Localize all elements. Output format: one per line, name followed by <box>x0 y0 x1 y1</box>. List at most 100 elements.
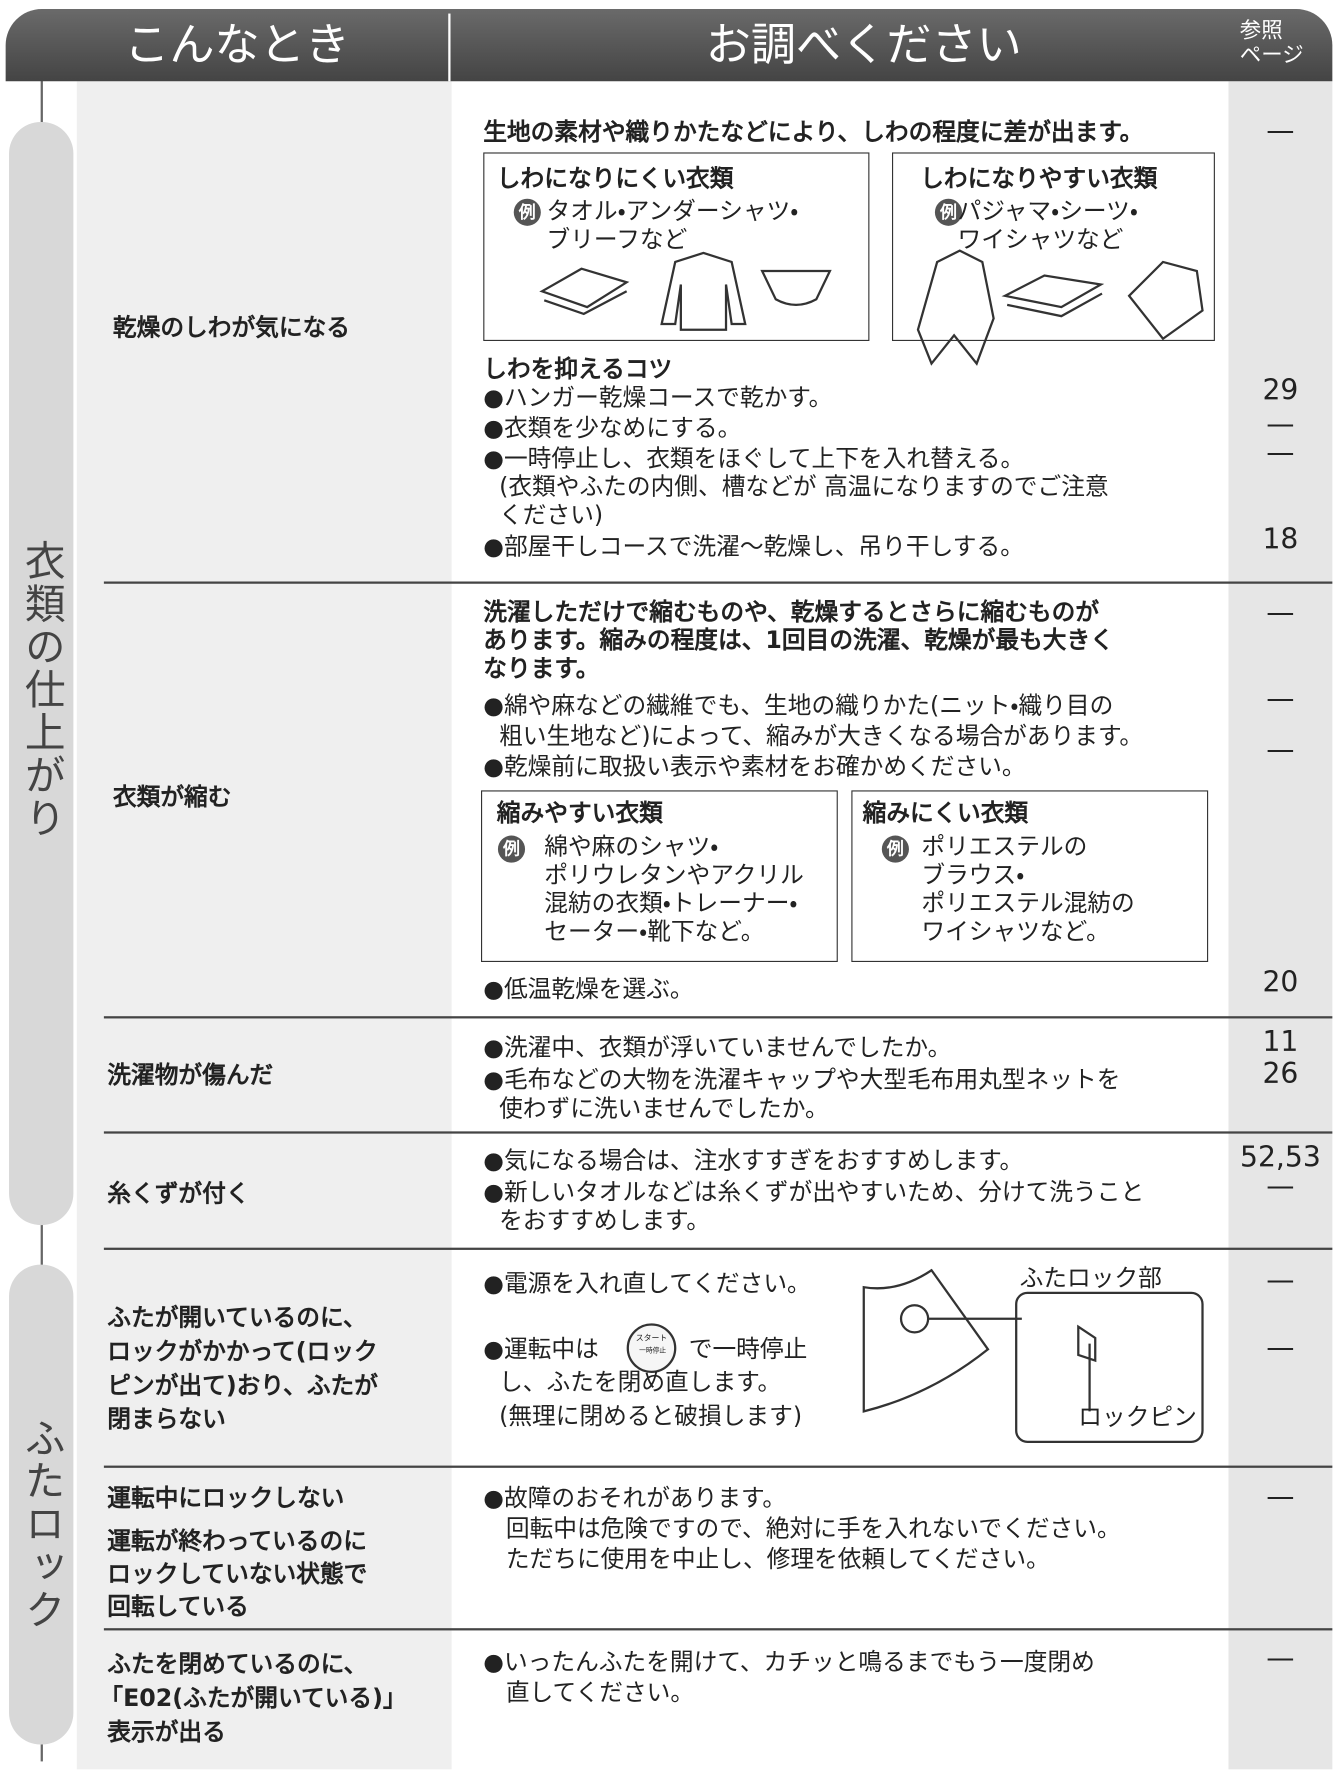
box <box>483 152 870 341</box>
bullet: で一時停止 <box>688 1335 808 1363</box>
bullet: ●部屋干しコースで洗濯～乾燥し、吊り干しする。 <box>483 532 1024 561</box>
tab <box>9 121 74 1226</box>
ref-page: — <box>1266 1480 1295 1514</box>
pajama-icon <box>916 249 995 366</box>
ref-page: 29 <box>1262 373 1299 407</box>
header-ref: 参照 <box>1239 18 1283 43</box>
button-label: 一時停止 <box>639 1347 667 1355</box>
box-line: タオル・アンダーシャツ・ <box>546 197 799 225</box>
example-icon: 例 <box>497 835 526 863</box>
bullet: ●運転中は <box>483 1335 599 1363</box>
bullet: ●ハンガー乾燥コースで乾かす。 <box>483 383 833 411</box>
header-ref: ページ <box>1239 42 1304 68</box>
box-line: セーター・靴下など。 <box>544 917 765 946</box>
header-bar <box>5 9 1333 82</box>
ref-page: — <box>1266 407 1295 441</box>
bullet: 回転中は危険ですので、絶対に手を入れないでください。 <box>505 1515 1121 1543</box>
box <box>891 152 1215 341</box>
bullet: ●電源を入れ直してください。 <box>483 1270 811 1298</box>
machine-icon <box>862 1268 990 1413</box>
sheet-icon <box>1001 274 1105 318</box>
example-icon: 例 <box>513 198 541 226</box>
row-separator <box>103 1465 1333 1468</box>
header-divider <box>448 13 451 82</box>
box <box>481 790 838 963</box>
ref-page: — <box>1266 1169 1295 1203</box>
header-cell: お調べください <box>705 19 1022 72</box>
intro: 生地の素材や織りかたなどにより、しわの程度に差が出ます。 <box>483 118 1144 146</box>
intro: 洗濯しただけで縮むものや、乾燥するとさらに縮むものが <box>483 598 1100 626</box>
ref-page: — <box>1266 1331 1295 1364</box>
ref-page: — <box>1266 1263 1295 1297</box>
row-separator <box>103 581 1333 584</box>
problem: 閉まらない <box>107 1405 226 1433</box>
example-icon: 例 <box>934 198 963 226</box>
ref-page: — <box>1266 1641 1295 1675</box>
bullet: ください) <box>499 501 604 529</box>
bullet: ●新しいタオルなどは糸くずが出やすいため、分けて洗うこと <box>483 1178 1145 1206</box>
box-line: ワイシャツなど。 <box>921 917 1110 946</box>
box-line: ブリーフなど <box>546 225 688 253</box>
start-button <box>626 1323 677 1373</box>
problem: 洗濯物が傷んだ <box>107 1061 274 1089</box>
tab-label: 衣類の仕上がり <box>18 539 65 841</box>
zoom-box <box>1015 1291 1204 1444</box>
row-separator <box>103 1131 1333 1134</box>
shirt-icon <box>660 251 747 331</box>
problem: ふたを閉めているのに、 <box>107 1650 368 1678</box>
box-line: 混紡の衣類・トレーナー・ <box>544 889 798 917</box>
bullet: ●故障のおそれがあります。 <box>483 1484 787 1512</box>
intro: なります。 <box>483 654 600 682</box>
problem: 運転中にロックしない <box>107 1484 345 1512</box>
problem: ロックしていない状態で <box>107 1560 368 1588</box>
ref-page: — <box>1266 732 1295 766</box>
problem: 回転している <box>107 1593 249 1621</box>
problem: 「E02(ふたが開いている)」 <box>99 1684 407 1712</box>
ref-page: 52,53 <box>1239 1140 1321 1174</box>
bullet: ●毛布などの大物を洗濯キャップや大型毛布用丸型ネットを <box>483 1065 1121 1093</box>
box-title: 縮みやすい衣類 <box>496 799 663 827</box>
bullet: ●低温乾燥を選ぶ。 <box>483 975 694 1003</box>
problem: ロックがかかって(ロック <box>107 1337 378 1366</box>
ref-page: 18 <box>1262 522 1299 556</box>
ref-page: 26 <box>1262 1056 1299 1090</box>
ref-page: — <box>1266 596 1295 629</box>
box-title: しわになりやすい衣類 <box>920 164 1158 192</box>
bullet: ●洗濯中、衣類が浮いていませんでしたか。 <box>483 1034 952 1062</box>
figure-label: ふたロック部 <box>1019 1264 1162 1292</box>
bullet: 使わずに洗いませんでしたか。 <box>499 1095 829 1123</box>
problem: 衣類が縮む <box>112 783 232 811</box>
row-separator <box>103 1016 1333 1018</box>
problem: 乾燥のしわが気になる <box>112 313 351 341</box>
bullet: ●いったんふたを開けて、カチッと鳴るまでもう一度閉め <box>483 1648 1095 1676</box>
problem: 表示が出る <box>107 1718 226 1746</box>
bullet: をおすすめします。 <box>499 1207 711 1235</box>
problem: 運転が終わっているのに <box>107 1527 367 1555</box>
problem: ふたが開いているのに、 <box>107 1304 367 1332</box>
ref-page: — <box>1266 435 1295 469</box>
problem: ピンが出て)おり、ふたが <box>107 1371 378 1399</box>
problem: 糸くずが付く <box>107 1179 250 1208</box>
bullet: ただちに使用を中止し、修理を依頼してください。 <box>505 1545 1050 1573</box>
bullet: 直してください。 <box>505 1678 695 1707</box>
row-separator <box>103 1247 1333 1250</box>
bullet: (無理に閉めると破損します) <box>499 1402 803 1430</box>
lock-circle <box>899 1304 930 1334</box>
dress-shirt-icon <box>1127 260 1204 341</box>
ref-page: — <box>1266 681 1295 715</box>
box-line: ワイシャツなど <box>957 225 1124 253</box>
problem-column <box>76 81 452 1770</box>
box <box>851 790 1209 963</box>
towel-icon <box>539 267 630 316</box>
bullet: ●綿や麻などの繊維でも、生地の織りかた(ニット・織り目の <box>483 692 1114 720</box>
brief-icon <box>760 269 832 306</box>
bullet: し、ふたを閉め直します。 <box>499 1368 782 1396</box>
box-title: しわになりにくい衣類 <box>496 164 734 192</box>
ref-page: — <box>1266 114 1295 147</box>
bullet: ●乾燥前に取扱い表示や素材をお確かめください。 <box>483 753 1026 781</box>
bullet: 粗い生地など)によって、縮みが大きくなる場合があります。 <box>499 722 1144 750</box>
button-label: スタート <box>635 1333 668 1343</box>
figure-label: ロックピン <box>1078 1403 1197 1431</box>
